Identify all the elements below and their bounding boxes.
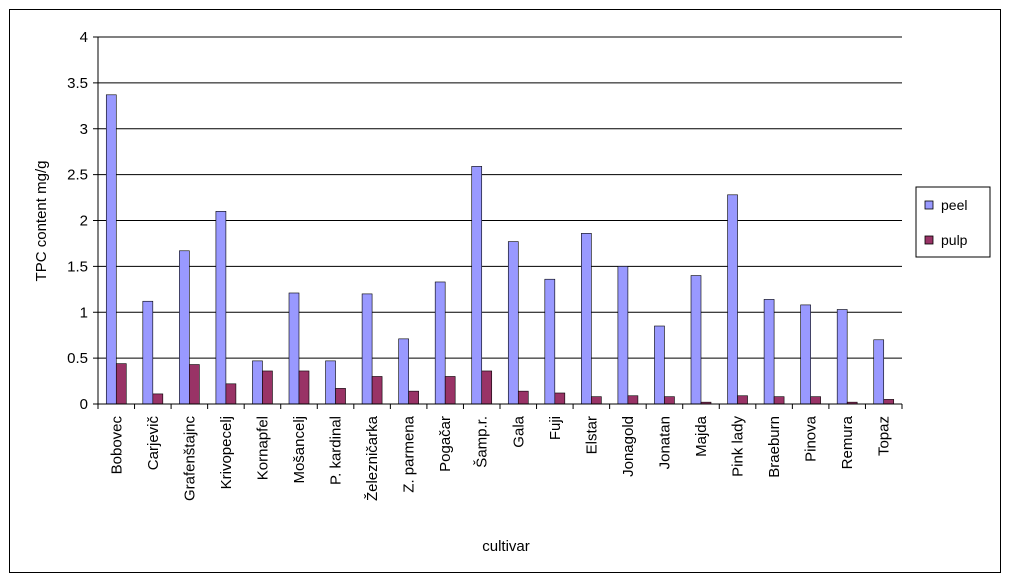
bar-peel [179,250,190,405]
legend-box [915,186,991,258]
legend-label-peel: peel [941,197,967,213]
bar-peel [105,94,117,405]
x-axis-title: cultivar [482,538,530,555]
bar-pulp [737,395,748,405]
bar-pulp [810,396,821,405]
bar-peel [544,278,556,405]
bar-peel [142,300,154,405]
x-tick-label: Šamp.r. [474,416,491,468]
bar-peel [800,304,811,405]
bar-peel [398,338,409,405]
x-tick-label: Braeburn [766,416,783,478]
bar-pulp [773,396,785,405]
x-tick-label: Jonatan [656,416,673,469]
bar-peel [873,339,885,405]
x-tick-label: Majda [693,415,710,457]
bar-peel [690,275,702,405]
bar-peel [763,299,775,405]
bar-pulp [517,390,529,405]
legend-label-pulp: pulp [941,232,968,248]
bar-pulp [627,395,639,405]
bar-peel [361,293,373,405]
bar-pulp [189,364,200,405]
bar-pulp [298,370,310,405]
y-tick-label: 2 [80,213,88,230]
y-axis-title: TPC content mg/g [33,161,50,282]
bar-pulp [115,363,127,405]
bar-peel [581,233,592,405]
bar-pulp [883,399,895,405]
x-tick-label: Gala [510,415,527,447]
x-tick-label: Pogačar [437,416,454,472]
bar-peel [215,211,227,405]
x-tick-label: Pinova [803,415,820,462]
bar-pulp [408,390,419,405]
legend-swatch-peel [924,200,934,210]
bar-pulp [481,370,493,405]
x-tick-label: Grafenštajnc [181,416,198,502]
legend: peel pulp [915,186,991,258]
bar-pulp [225,383,237,405]
bar-peel [836,309,848,405]
y-tick-label: 3 [80,121,88,138]
x-tick-label: Bobovec [108,416,125,475]
x-tick-label: Remura [839,415,856,469]
y-tick-label: 1.5 [67,258,88,275]
x-tick-label: Z. parmena [401,415,418,492]
x-tick-label: Jonagold [620,416,637,477]
bar-pulp [262,370,273,405]
bar-peel [617,266,629,405]
x-tick-label: Topaz [876,416,893,456]
x-tick-label: Krivopecelj [218,416,235,489]
bar-pulp [554,392,566,405]
axes [93,36,903,409]
bar-pulp [444,376,456,405]
x-tick-label: Mošancelj [291,416,308,484]
y-tick-label: 0 [80,396,88,413]
bar-peel [471,166,483,405]
bar-peel [727,194,738,405]
x-tick-label: Elstar [583,416,600,454]
legend-swatch-pulp [924,235,934,245]
x-tick-label: P. kardinal [328,416,345,485]
bar-peel [288,292,300,405]
bar-pulp [152,393,164,405]
y-tick-label: 2.5 [67,167,88,184]
y-tick-label: 3.5 [67,75,88,92]
bar-peel [654,325,665,405]
bar-pulp [335,388,346,405]
bar-pulp [591,396,602,405]
bar-peel [434,281,446,405]
bar-peel [507,241,519,405]
x-tick-label: Carjevič [145,416,162,471]
y-tick-label: 1 [80,304,88,321]
y-tick-label: 0.5 [67,350,88,367]
x-tick-label: Kornapfel [254,416,271,480]
x-tick-label: Fuji [547,416,564,440]
x-tick-label: Železničarka [364,415,381,501]
x-tick-label: Pink lady [730,416,747,477]
y-tick-label: 4 [80,29,88,46]
bars [105,94,895,405]
bar-pulp [371,376,383,405]
chart-frame [9,9,1001,573]
x-tick-labels: Bobovec Carjevič Grafenštajnc Krivopecelj Ko… [108,415,892,501]
bar-peel [325,360,336,405]
y-tick-labels: 0 0.5 1 1.5 2 2.5 3 3.5 4 [67,29,88,413]
bar-pulp [664,396,675,405]
bar-peel [252,360,263,405]
